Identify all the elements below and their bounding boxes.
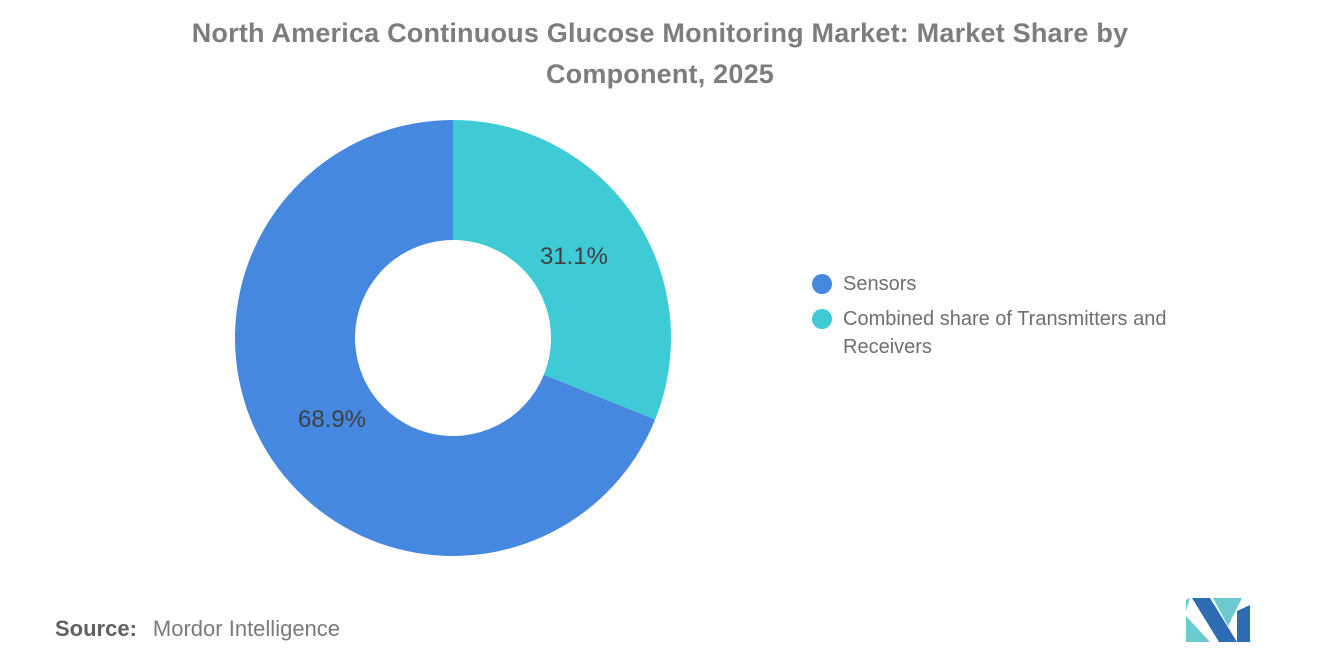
source-attribution: Source: Mordor Intelligence: [55, 616, 340, 642]
legend-item-transmitters-receivers: Combined share of Transmitters and Recei…: [812, 305, 1193, 361]
legend-marker-circle: [812, 309, 832, 329]
donut-slice-0: [235, 120, 656, 556]
logo-shape-teal-top-right: [1213, 598, 1242, 626]
legend-label-transmitters-receivers: Combined share of Transmitters and Recei…: [843, 308, 1167, 358]
chart-title: North America Continuous Glucose Monitor…: [191, 18, 1129, 89]
donut-chart-svg: 68.9% 31.1%: [235, 120, 671, 556]
legend-marker-circle: [812, 274, 832, 294]
donut-slice-1: [453, 120, 671, 420]
legend-marker-sensors-icon: [812, 274, 832, 294]
logo-shape-teal-top-left: [1186, 598, 1190, 611]
legend: Sensors Combined share of Transmitters a…: [812, 270, 1193, 361]
logo-shape-navy-right-bar: [1237, 605, 1250, 642]
logo-shape-teal-bottom-left: [1186, 616, 1210, 642]
logo-shape-navy-diagonal: [1192, 598, 1237, 642]
slice-label-1: 31.1%: [540, 243, 608, 270]
mordor-intelligence-logo: [1186, 598, 1250, 642]
source-value: Mordor Intelligence: [152, 616, 341, 641]
legend-marker-transmitters-receivers-icon: [812, 309, 832, 329]
legend-item-sensors: Sensors: [812, 270, 1193, 298]
source-label: Source:: [55, 616, 137, 641]
slice-label-0: 68.9%: [298, 406, 366, 433]
legend-label-sensors: Sensors: [843, 273, 917, 295]
